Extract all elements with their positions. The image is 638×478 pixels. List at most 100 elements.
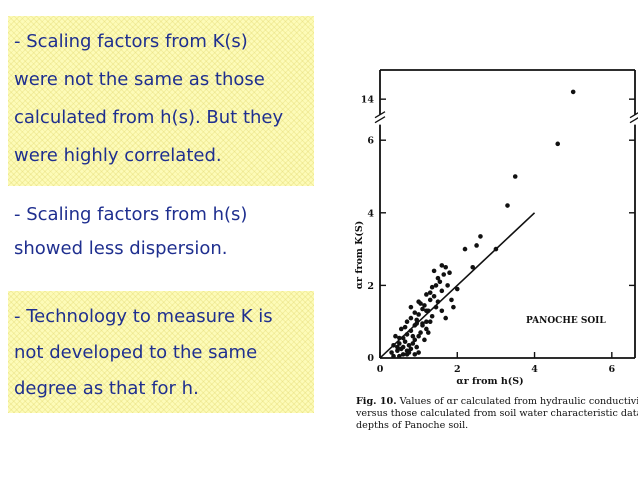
x-tick-label-3: 6 bbox=[609, 364, 616, 375]
data-point bbox=[427, 297, 433, 303]
data-point bbox=[404, 332, 410, 337]
y-tick-label-origin: 0 bbox=[367, 353, 374, 364]
data-point bbox=[429, 284, 435, 290]
data-point bbox=[391, 342, 396, 348]
data-point bbox=[454, 286, 460, 292]
data-point bbox=[400, 335, 406, 341]
data-point bbox=[416, 312, 421, 317]
data-point bbox=[408, 315, 414, 321]
data-point bbox=[416, 350, 421, 355]
data-point bbox=[408, 346, 414, 352]
data-point bbox=[470, 264, 476, 270]
data-point bbox=[447, 270, 452, 275]
data-point bbox=[414, 321, 420, 326]
data-point bbox=[391, 353, 396, 359]
data-point bbox=[404, 319, 410, 325]
data-point bbox=[478, 234, 483, 239]
y-tick-label-0: 2 bbox=[367, 281, 374, 292]
axis-break-mark-left-1 bbox=[374, 116, 386, 124]
data-point bbox=[397, 335, 402, 341]
data-point bbox=[431, 293, 437, 299]
data-point bbox=[416, 299, 421, 305]
caption-line-2: versus those calculated from soil water … bbox=[356, 408, 638, 419]
data-point bbox=[433, 283, 439, 288]
data-point bbox=[420, 306, 425, 312]
caption-line-1: Fig. 10. Values of αr calculated from hy… bbox=[356, 396, 638, 408]
plot-points bbox=[379, 89, 576, 359]
data-point bbox=[433, 304, 439, 310]
y-tick-label-2: 6 bbox=[367, 136, 374, 147]
data-point bbox=[441, 272, 447, 277]
data-point bbox=[435, 275, 441, 281]
scatter-plot: 0 2 4 6 2 4 6 14 0 αr from K(S) αr from h(S) PAN… bbox=[354, 69, 638, 387]
data-point bbox=[408, 328, 414, 334]
data-point bbox=[416, 333, 421, 339]
data-point bbox=[451, 304, 456, 310]
data-point bbox=[505, 203, 510, 208]
data-point bbox=[418, 330, 423, 335]
data-point bbox=[398, 326, 404, 332]
data-point bbox=[435, 299, 441, 305]
data-point bbox=[443, 264, 448, 270]
data-point bbox=[431, 268, 437, 274]
data-point bbox=[422, 337, 427, 343]
data-point bbox=[395, 344, 400, 350]
x-axis-label: αr from h(S) bbox=[456, 376, 523, 387]
data-point bbox=[439, 288, 445, 294]
note-dispersion: - Scaling factors from h(s) showed less … bbox=[14, 204, 248, 259]
note-technology: - Technology to measure K is not develop… bbox=[8, 291, 314, 413]
data-point bbox=[427, 319, 433, 325]
data-point bbox=[422, 303, 427, 308]
data-point bbox=[445, 283, 450, 288]
data-point bbox=[395, 348, 400, 354]
data-point bbox=[397, 341, 402, 346]
data-point bbox=[402, 339, 408, 344]
data-point bbox=[439, 263, 445, 268]
caption-fig-label: Fig. 10. bbox=[356, 396, 397, 407]
data-point bbox=[512, 174, 518, 179]
data-point bbox=[424, 326, 429, 332]
data-point bbox=[400, 344, 406, 350]
plot-axes: 0 2 4 6 2 4 6 14 0 bbox=[361, 69, 638, 375]
x-tick-label-2: 4 bbox=[531, 364, 538, 375]
data-point bbox=[424, 292, 429, 297]
data-point bbox=[412, 337, 418, 343]
data-point bbox=[412, 310, 418, 315]
caption-line-1-text: Values of αr calculated from hydraulic c… bbox=[399, 396, 638, 407]
data-point bbox=[412, 352, 418, 357]
data-point bbox=[462, 246, 468, 252]
data-point bbox=[427, 290, 433, 295]
axis-break-mark-right-2 bbox=[629, 112, 638, 119]
y-axis-label: αr from K(S) bbox=[354, 221, 365, 290]
data-point bbox=[437, 279, 443, 285]
data-point bbox=[408, 304, 414, 310]
data-point bbox=[493, 246, 499, 252]
y-tick-label-1: 4 bbox=[367, 208, 374, 219]
data-point bbox=[414, 317, 420, 323]
data-point bbox=[389, 350, 394, 355]
figure-caption: Fig. 10. Values of αr calculated from hy… bbox=[356, 396, 638, 432]
data-point bbox=[393, 333, 398, 339]
x-tick-label-1: 2 bbox=[454, 364, 461, 375]
data-point bbox=[397, 353, 402, 359]
data-point bbox=[410, 341, 416, 346]
data-point bbox=[400, 352, 406, 357]
data-point bbox=[424, 319, 429, 325]
data-point bbox=[410, 333, 416, 339]
data-point bbox=[555, 141, 561, 147]
data-point bbox=[414, 344, 420, 350]
caption-line-3: depths of Panoche soil. bbox=[356, 420, 469, 431]
data-point bbox=[474, 243, 479, 248]
data-point bbox=[425, 330, 431, 335]
axis-break-mark-right-1 bbox=[629, 117, 638, 124]
axis-break-mark-left-2 bbox=[374, 111, 386, 119]
data-point bbox=[404, 352, 410, 357]
data-point bbox=[406, 342, 412, 348]
panoche-soil-label: PANOCHE SOIL bbox=[526, 316, 606, 326]
data-point bbox=[429, 313, 435, 319]
x-tick-label-0: 0 bbox=[377, 364, 384, 375]
figure-scatter-plot: 0 2 4 6 2 4 6 14 0 αr from K(S) αr from h(S) PAN… bbox=[330, 60, 638, 440]
data-point bbox=[443, 315, 448, 321]
data-point bbox=[420, 323, 425, 328]
data-point bbox=[424, 308, 429, 314]
